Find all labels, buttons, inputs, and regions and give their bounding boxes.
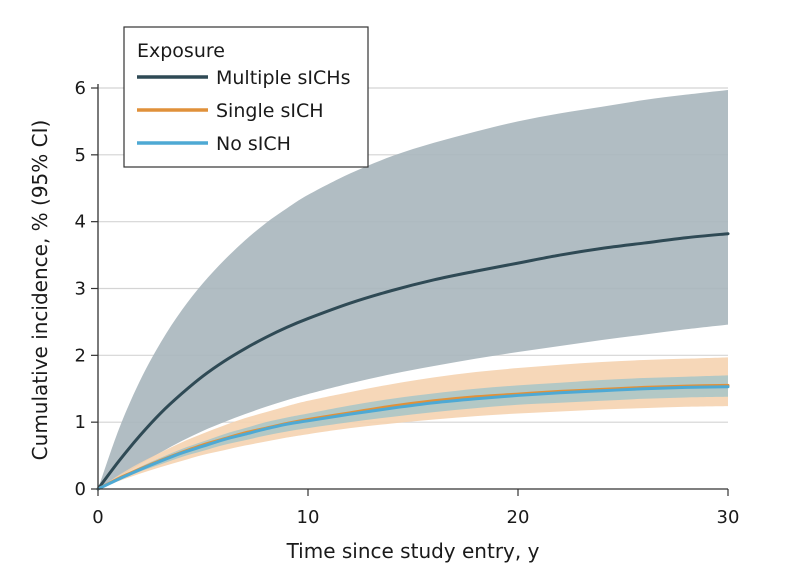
y-tick-label: 6 <box>75 78 86 99</box>
multiple-sichs-legend-label: Multiple sICHs <box>216 67 350 89</box>
axes: 0 1 2 3 4 5 6 0 10 20 30 <box>75 78 740 528</box>
x-tick-label: 30 <box>717 507 740 528</box>
y-tick-label: 1 <box>75 412 86 433</box>
y-tick-label: 4 <box>75 212 86 233</box>
y-tick-label: 2 <box>75 345 86 366</box>
x-axis-title: Time since study entry, y <box>286 539 540 563</box>
no-sich-legend-label: No sICH <box>216 133 291 155</box>
y-axis-title: Cumulative incidence, % (95% CI) <box>28 120 52 461</box>
single-sich-legend-label: Single sICH <box>216 100 324 122</box>
x-tick-label: 0 <box>92 507 103 528</box>
y-tick-label: 5 <box>75 145 86 166</box>
multiple-sichs-ci-band <box>98 90 728 489</box>
series-lines <box>96 232 730 491</box>
x-tick-label: 10 <box>297 507 320 528</box>
multiple-sichs-line <box>96 232 730 491</box>
y-tick-label: 3 <box>75 279 86 300</box>
legend-title: Exposure <box>137 40 225 62</box>
x-tick-label: 20 <box>507 507 530 528</box>
legend: Exposure Multiple sICHs Single sICH No sIC… <box>123 26 369 168</box>
no-sich-line <box>96 385 730 491</box>
y-tick-label: 0 <box>75 479 86 500</box>
